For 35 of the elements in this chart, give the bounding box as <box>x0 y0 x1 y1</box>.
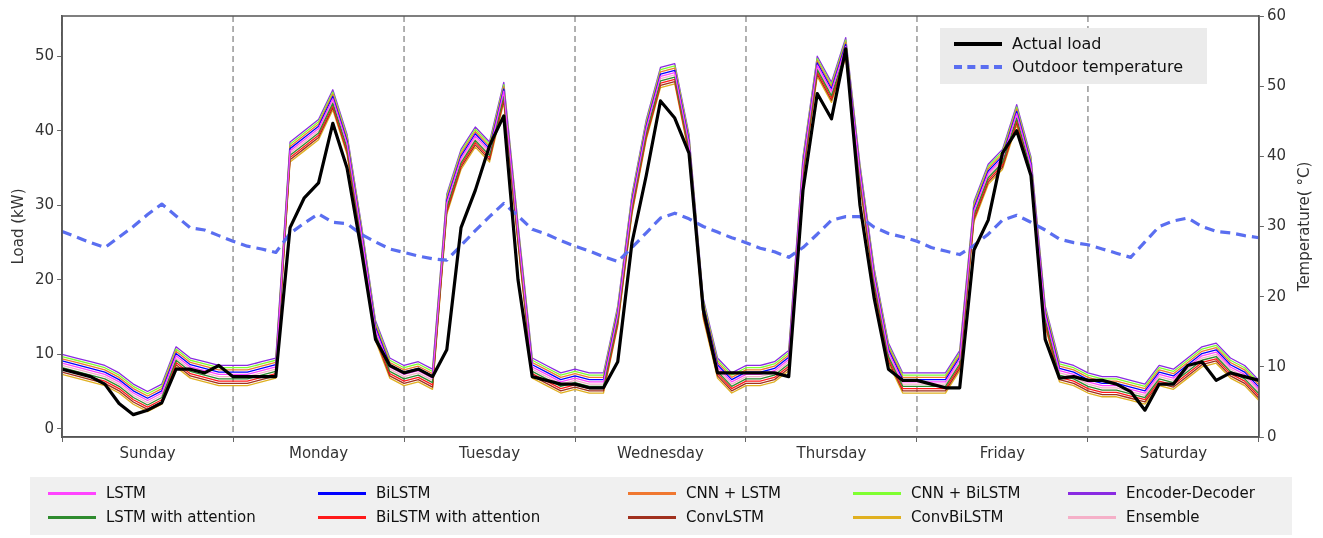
y2-tick-label: 0 <box>1266 426 1277 445</box>
y-tick-label: 30 <box>34 195 55 214</box>
legend-label: BiLSTM <box>376 484 431 502</box>
legend-label: Outdoor temperature <box>1012 57 1183 76</box>
legend-label: Actual load <box>1012 34 1102 53</box>
y2-tick-label: 60 <box>1266 5 1287 24</box>
x-tick-label: Friday <box>979 443 1026 462</box>
y2-tick-label: 50 <box>1266 76 1287 95</box>
y-tick-label: 20 <box>34 269 55 288</box>
legend-label: LSTM <box>106 484 146 502</box>
x-tick-label: Saturday <box>1139 443 1208 462</box>
x-tick-label: Sunday <box>119 443 176 462</box>
legend-label: Ensemble <box>1126 508 1200 526</box>
legend-label: CNN + BiLSTM <box>911 484 1021 502</box>
y-tick-label: 10 <box>34 344 55 363</box>
legend-label: Encoder-Decoder <box>1126 484 1255 502</box>
y-axis-title: Load (kW) <box>8 188 27 265</box>
legend-label: BiLSTM with attention <box>376 508 541 526</box>
legend-label: CNN + LSTM <box>686 484 782 502</box>
x-tick-label: Thursday <box>795 443 867 462</box>
y-tick-label: 40 <box>34 120 55 139</box>
y-tick-label: 50 <box>34 46 55 65</box>
y2-tick-label: 30 <box>1266 216 1287 235</box>
y2-tick-label: 40 <box>1266 146 1287 165</box>
legend-label: ConvLSTM <box>686 508 765 526</box>
x-tick-label: Monday <box>288 443 349 462</box>
x-tick-label: Wednesday <box>617 443 705 462</box>
x-tick-label: Tuesday <box>458 443 521 462</box>
y2-axis-title: Temperature( °C) <box>1294 161 1313 293</box>
y-tick-label: 0 <box>44 418 55 437</box>
y2-tick-label: 10 <box>1266 356 1287 375</box>
legend-label: ConvBiLSTM <box>911 508 1004 526</box>
y2-tick-label: 20 <box>1266 286 1287 305</box>
line-series <box>60 201 1261 264</box>
legend-label: LSTM with attention <box>106 508 256 526</box>
